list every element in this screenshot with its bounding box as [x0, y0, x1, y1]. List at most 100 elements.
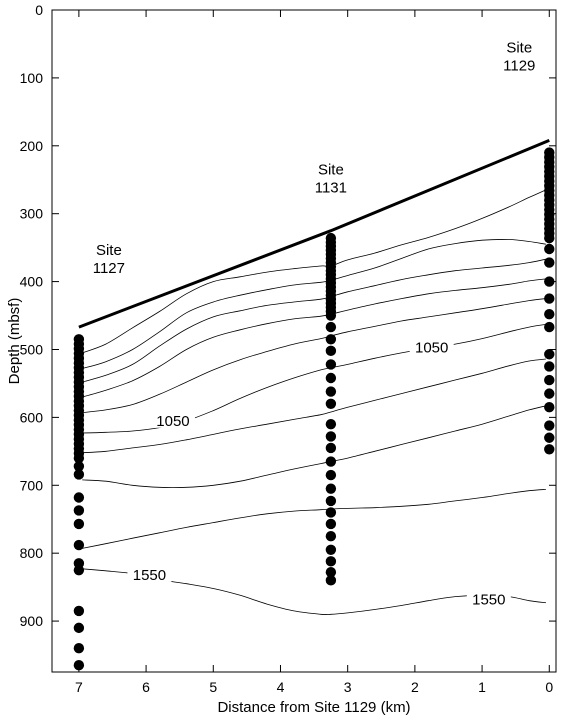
site-label-line1: Site	[318, 162, 344, 179]
sample-point	[73, 660, 85, 671]
contour-line	[82, 239, 546, 369]
contour-label: 1050	[156, 413, 189, 430]
sample-point	[325, 310, 337, 321]
sample-point	[73, 452, 85, 464]
x-tick-label: 1	[478, 679, 486, 695]
contour-line	[82, 278, 546, 398]
sample-point	[73, 643, 85, 654]
contour-lines	[82, 189, 547, 616]
sample-point	[325, 507, 337, 518]
sample-point	[325, 544, 337, 555]
sample-point	[544, 388, 555, 399]
sample-point	[325, 431, 337, 442]
contour-label: 1550	[472, 591, 505, 608]
sample-point	[544, 374, 555, 386]
sample-point	[544, 276, 555, 287]
x-tick-label: 7	[75, 679, 83, 695]
sample-point	[544, 444, 555, 455]
sample-point	[544, 232, 555, 244]
sample-point	[73, 564, 85, 576]
y-tick-label: 100	[20, 70, 44, 86]
sample-point	[73, 539, 85, 551]
sample-point	[544, 243, 555, 255]
x-axis-title: Distance from Site 1129 (km)	[217, 699, 410, 716]
sample-point	[73, 492, 85, 503]
sample-point	[544, 432, 555, 443]
sample-point	[325, 418, 337, 430]
y-tick-label: 500	[20, 341, 44, 357]
contour-line	[82, 298, 546, 413]
sample-point	[544, 321, 555, 333]
contour-label: 1550	[133, 567, 166, 584]
contour-line	[82, 358, 546, 454]
y-tick-label: 400	[20, 274, 44, 290]
sample-point	[325, 575, 337, 586]
y-tick-label: 900	[20, 613, 44, 629]
contour-line	[82, 189, 547, 354]
sample-point	[73, 605, 85, 617]
x-axis-ticks: 7 6 5 4 3 2 1 0	[75, 10, 553, 695]
sample-point	[544, 420, 555, 431]
sample-point	[325, 483, 337, 494]
sample-point	[325, 372, 337, 384]
sample-points	[73, 147, 555, 671]
y-tick-label: 0	[35, 2, 43, 18]
y-axis-title: Depth (mbsf)	[6, 298, 23, 385]
x-tick-label: 6	[142, 679, 150, 695]
site-label-line1: Site	[506, 39, 532, 56]
site-label-line2: 1131	[315, 180, 347, 197]
y-tick-label: 200	[20, 138, 44, 154]
contour-label-background	[409, 336, 454, 355]
contour-line	[82, 489, 546, 549]
x-tick-label: 0	[545, 679, 553, 695]
site-label-line2: 1127	[93, 260, 125, 277]
sample-point	[544, 308, 555, 320]
contour-label: 1050	[415, 339, 448, 356]
x-tick-label: 5	[209, 679, 217, 695]
sample-point	[325, 345, 337, 357]
y-tick-label: 300	[20, 206, 44, 222]
site-label-line1: Site	[96, 242, 122, 259]
sample-point	[544, 257, 555, 268]
sample-point	[73, 469, 85, 480]
x-tick-label: 2	[411, 679, 419, 695]
sample-point	[325, 469, 337, 481]
contour-labels: 1050 1050 1550 1550	[127, 336, 511, 608]
sample-point	[325, 321, 337, 333]
sample-point	[544, 349, 555, 360]
seafloor-line-group	[78, 139, 550, 329]
seafloor-line	[78, 139, 550, 329]
sample-point	[325, 518, 337, 530]
sample-point	[73, 622, 85, 634]
sample-point	[325, 531, 337, 542]
x-tick-label: 3	[344, 679, 352, 695]
sample-point	[325, 442, 337, 454]
contour-line	[82, 258, 546, 383]
sample-point	[325, 359, 337, 370]
sample-point	[325, 386, 337, 397]
y-tick-label: 700	[20, 477, 44, 493]
sample-point	[73, 518, 85, 530]
contour-label-background	[127, 563, 172, 582]
y-tick-label: 800	[20, 545, 44, 561]
sample-point	[325, 556, 337, 567]
sample-point	[325, 495, 337, 507]
contour-label-background	[466, 588, 511, 607]
sample-point	[73, 461, 85, 472]
sample-point	[544, 361, 555, 372]
sample-point	[73, 505, 85, 516]
contour-label-background	[150, 409, 195, 428]
sample-point	[325, 398, 337, 410]
sample-point	[544, 402, 555, 413]
y-axis-ticks: 0 100 200 300 400 500 600 700 800 900	[20, 2, 556, 629]
sample-point	[325, 566, 337, 578]
sample-point	[325, 334, 337, 345]
sample-point	[325, 456, 337, 467]
plot-frame	[51, 9, 557, 673]
sample-point	[544, 293, 555, 304]
y-tick-label: 600	[20, 409, 44, 425]
site-label-line2: 1129	[503, 57, 535, 74]
x-tick-label: 4	[277, 679, 285, 695]
